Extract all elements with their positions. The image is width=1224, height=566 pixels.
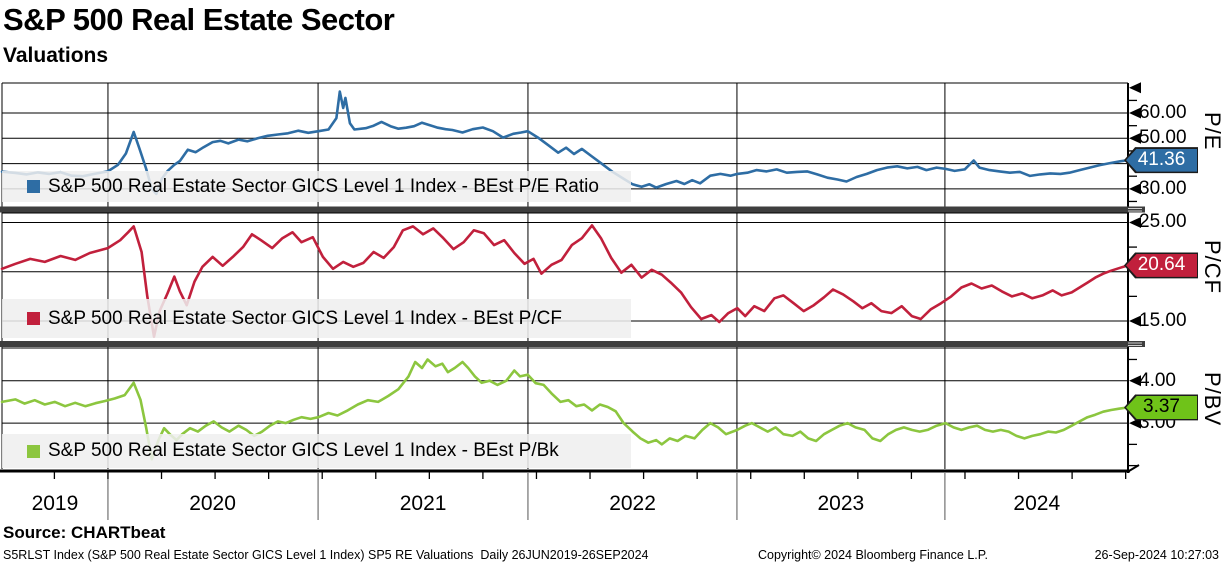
page-subtitle: Valuations [3,44,109,67]
copyright-notice: Copyright© 2024 Bloomberg Finance L.P. [758,548,988,562]
pe-tick-60: 60.00 [1139,102,1187,124]
legend-pcf-label: S&P 500 Real Estate Sector GICS Level 1 … [48,307,562,329]
pbv-last-value-badge: 3.37 [1124,394,1198,421]
timestamp: 26-Sep-2024 10:27:03 [1094,548,1219,562]
year-label-2020: 2020 [189,492,236,515]
pe-axis-title: P/E [1200,112,1224,151]
legend-pe: S&P 500 Real Estate Sector GICS Level 1 … [2,171,631,202]
year-label-2019: 2019 [31,492,79,515]
year-label-2022: 2022 [609,492,656,515]
pcf-series-swatch-icon [27,312,40,325]
pe-tick-30: 30.00 [1139,177,1187,199]
pbv-series-swatch-icon [27,444,40,458]
year-label-2024: 2024 [1013,492,1061,515]
pe-last-value-badge: 41.36 [1124,147,1198,174]
pbv-tick-4: 4.00 [1139,369,1176,391]
pe-tick-50: 50.00 [1139,127,1187,149]
pbv-axis-title: P/BV [1200,372,1224,427]
source-line: Source: CHARTbeat [3,523,166,542]
legend-pe-label: S&P 500 Real Estate Sector GICS Level 1 … [48,175,599,197]
legend-pbv: S&P 500 Real Estate Sector GICS Level 1 … [2,434,631,468]
pcf-last-value-badge: 20.64 [1124,252,1198,279]
legend-pcf: S&P 500 Real Estate Sector GICS Level 1 … [2,299,631,338]
legend-pbv-label: S&P 500 Real Estate Sector GICS Level 1 … [48,440,559,461]
pe-series-swatch-icon [27,180,40,193]
pcf-axis-title: P/CF [1200,240,1224,295]
security-description: S5RLST Index (S&P 500 Real Estate Sector… [3,548,649,562]
pcf-tick-25: 25.00 [1139,211,1187,233]
pcf-tick-15: 15.00 [1139,309,1187,331]
year-label-2023: 2023 [817,492,865,515]
page-title: S&P 500 Real Estate Sector [3,2,395,37]
year-label-2021: 2021 [399,492,447,515]
